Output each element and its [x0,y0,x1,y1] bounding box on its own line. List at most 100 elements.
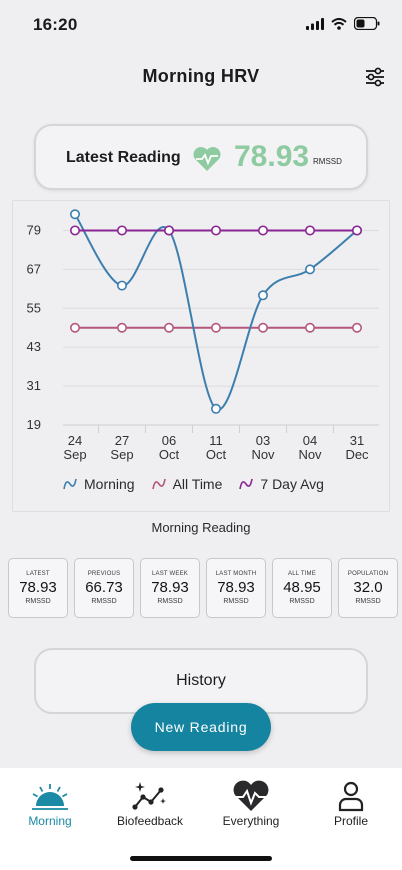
legend-morning-glyph [63,478,77,490]
latest-reading-unit: RMSSD [313,157,342,166]
stat-unit: RMSSD [289,598,315,605]
stat-card-last-week[interactable]: LAST WEEK 78.93 RMSSD [140,558,200,618]
status-time: 16:20 [33,15,78,34]
latest-reading-value: 78.93 [234,140,310,173]
y-tick-label: 79 [27,222,41,237]
x-tick-label: 24 [68,433,82,448]
tab-biofeedback[interactable]: Biofeedback [100,768,200,838]
x-tick-label: Nov [298,447,322,462]
stat-unit: RMSSD [25,598,51,605]
new-reading-button[interactable]: New Reading [131,703,271,751]
hrv-chart-svg: 19314355677924Sep27Sep06Oct11Oct03Nov04N… [27,209,379,462]
settings-sliders-icon[interactable] [364,66,386,88]
data-point-7-day-avg [258,225,269,236]
legend-all-time-glyph [151,478,166,490]
y-tick-label: 31 [27,378,41,393]
x-tick-label: Oct [159,447,180,462]
data-point-morning [211,403,222,414]
stat-value: 78.93 [151,579,189,596]
chart-legend: Morning All Time 7 Day Avg [62,476,324,492]
tab-profile-label: Profile [333,814,368,828]
stat-value: 66.73 [85,579,123,596]
x-tick-label: Dec [345,447,369,462]
stat-card-all-time[interactable]: ALL TIME 48.95 RMSSD [272,558,332,618]
legend-7-day-avg-label: 7 Day Avg [260,476,324,492]
stat-unit: RMSSD [91,598,117,605]
person-icon [338,781,364,812]
data-point-7-day-avg [69,225,80,236]
stat-label: LATEST [26,571,50,577]
x-tick-label: Nov [251,447,275,462]
stat-value: 78.93 [217,579,255,596]
wifi-icon [331,17,347,30]
tab-profile[interactable]: Profile [301,768,401,838]
legend-morning[interactable]: Morning [62,476,135,492]
stat-label: ALL TIME [288,571,316,577]
sparkle-trend-icon [132,782,166,810]
tab-biofeedback-label: Biofeedback [116,814,184,828]
stat-card-population[interactable]: POPULATION 32.0 RMSSD [338,558,398,618]
stat-unit: RMSSD [355,598,381,605]
latest-reading-label: Latest Reading [66,149,181,166]
heart-pulse-icon [193,147,221,171]
status-icons [306,17,380,30]
data-point-all-time [304,322,315,333]
stat-label: LAST WEEK [151,571,189,577]
stat-value: 78.93 [19,579,57,596]
legend-morning-label: Morning [84,476,135,492]
data-point-morning [69,209,80,220]
data-point-7-day-avg [117,225,128,236]
stat-value: 48.95 [283,579,321,596]
stat-card-previous[interactable]: PREVIOUS 66.73 RMSSD [74,558,134,618]
y-tick-label: 19 [27,417,41,432]
hrv-chart: 19 31 43 55 67 79 24 Sep 27 Sep 06 Oct 11 Oct 03 Nov 04 N… [12,200,390,512]
data-point-7-day-avg [304,225,315,236]
sunrise-icon [32,784,68,810]
data-point-all-time [164,322,175,333]
legend-7-day-avg[interactable]: 7 Day Avg [238,476,324,492]
stat-cards: LATEST 78.93 RMSSD PREVIOUS 66.73 RMSSD … [8,558,398,618]
data-point-7-day-avg [211,225,222,236]
stat-unit: RMSSD [223,598,249,605]
data-point-morning [304,264,315,275]
stat-unit: RMSSD [157,598,183,605]
data-point-all-time [351,322,362,333]
x-tick-label: 11 [209,433,223,448]
battery-icon [354,17,380,30]
x-tick-label: Sep [63,447,86,462]
series-line-morning [74,213,358,411]
x-tick-label: 31 [350,433,364,448]
data-point-all-time [117,322,128,333]
data-point-all-time [258,322,269,333]
tab-bar: Morning Biofeedback Everything Profile [0,768,402,870]
tab-everything-label: Everything [222,814,280,828]
x-tick-label: Oct [206,447,227,462]
stat-value: 32.0 [353,579,383,596]
legend-all-time[interactable]: All Time [151,476,223,492]
stat-label: POPULATION [347,571,389,577]
heart-pulse-icon [233,780,269,811]
x-tick-label: 06 [162,433,176,448]
tab-everything[interactable]: Everything [201,768,301,838]
tab-morning[interactable]: Morning [0,768,100,838]
stat-label: PREVIOUS [87,571,121,577]
home-indicator [130,856,272,861]
y-tick-label: 43 [27,339,41,354]
history-label: History [176,672,226,689]
tab-morning-label: Morning [28,814,72,828]
data-point-all-time [69,322,80,333]
stat-card-last-month[interactable]: LAST MONTH 78.93 RMSSD [206,558,266,618]
x-tick-label: 04 [303,433,317,448]
y-tick-label: 55 [27,300,41,315]
data-point-7-day-avg [351,225,362,236]
latest-reading-card[interactable]: Latest Reading 78.93 RMSSD [34,124,368,190]
y-tick-label: 67 [27,261,41,276]
data-point-morning [258,290,269,301]
legend-all-time-label: All Time [172,476,223,492]
data-point-morning [117,280,128,291]
page-title: Morning HRV [142,66,260,86]
x-tick-label: Sep [110,447,133,462]
stat-card-latest[interactable]: LATEST 78.93 RMSSD [8,558,68,618]
chart-caption: Morning Reading [151,520,251,535]
data-point-all-time [211,322,222,333]
